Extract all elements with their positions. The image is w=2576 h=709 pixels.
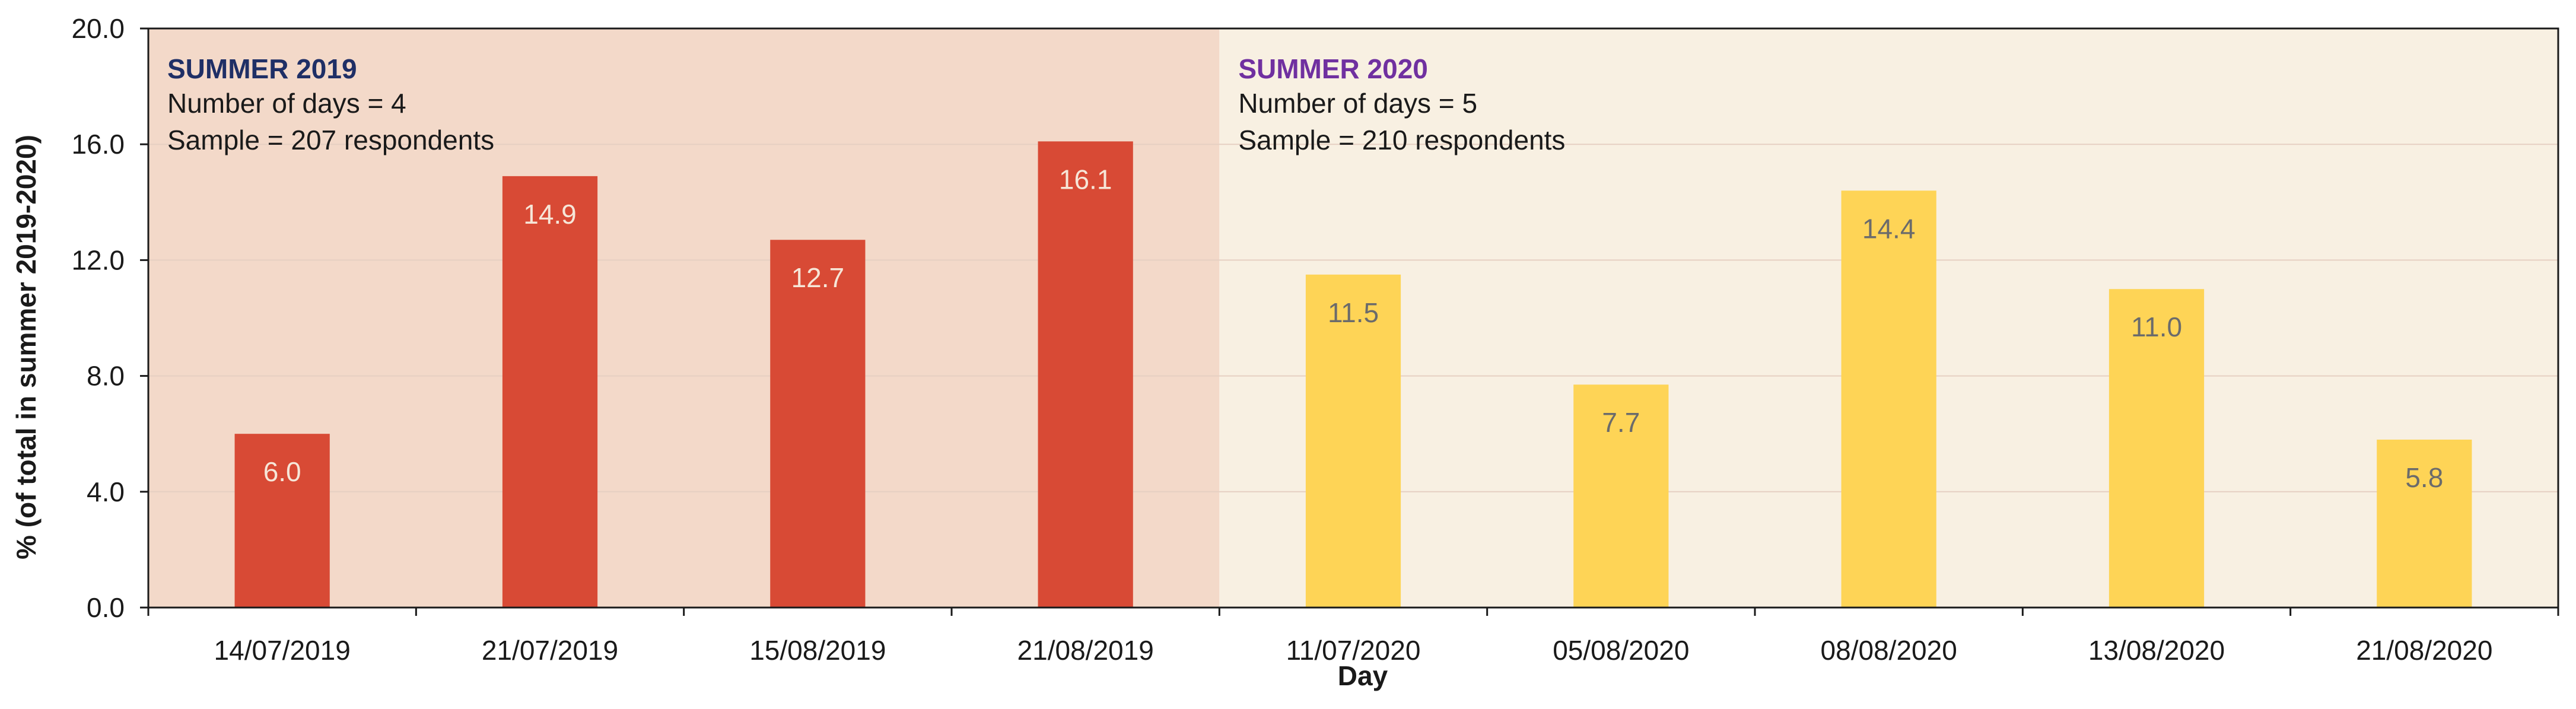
x-tick-label-5: 11/07/2020 <box>1286 635 1421 666</box>
bar-value-label-7: 14.4 <box>1862 213 1916 244</box>
bar-value-label-2: 14.9 <box>523 199 577 230</box>
x-tick-label-6: 05/08/2020 <box>1553 635 1689 666</box>
y-tick-label-4: 16.0 <box>71 129 125 160</box>
panel-info-2-1: Number of days = 5 <box>1238 88 1477 119</box>
x-tick-label-1: 14/07/2019 <box>214 635 351 666</box>
y-tick-label-0: 0.0 <box>87 592 125 623</box>
x-tick-label-8: 13/08/2020 <box>2088 635 2225 666</box>
x-tick-label-3: 15/08/2019 <box>749 635 886 666</box>
axes: 0.0 4.0 8.0 12.0 16.0 20.0 14/07/2019 21/07/201… <box>71 13 2559 666</box>
panel-title-2: SUMMER 2020 <box>1238 53 1428 84</box>
y-axis-title: % (of total in summer 2019-2020) <box>11 135 42 559</box>
bar-1 <box>234 434 330 608</box>
y-tick-label-2: 8.0 <box>87 361 125 392</box>
panel-annotations: SUMMER 2019 Number of days = 4 Sample = 20… <box>167 53 1565 155</box>
x-tick-label-4: 21/08/2019 <box>1017 635 1154 666</box>
x-tick-label-2: 21/07/2019 <box>482 635 618 666</box>
bar-7 <box>1841 190 1936 608</box>
panel-info-1-2: Sample = 207 respondents <box>167 125 494 155</box>
bar-value-label-9: 5.8 <box>2405 462 2443 493</box>
bar-value-label-5: 11.5 <box>1328 297 1379 328</box>
bar-value-label-3: 12.7 <box>791 262 845 293</box>
bar-9 <box>2377 439 2472 608</box>
plot-border <box>147 27 2559 609</box>
x-tick-label-7: 08/08/2020 <box>1821 635 1957 666</box>
bar-labels: 6.0 14.9 12.7 16.1 11.5 7.7 14.4 11.0 5.8 <box>263 164 2444 493</box>
bar-6 <box>1573 384 1669 608</box>
y-tick-label-5: 20.0 <box>71 13 125 44</box>
bar-3 <box>770 240 866 608</box>
panel-title-1: SUMMER 2019 <box>167 53 357 84</box>
x-axis-title: Day <box>1338 660 1388 691</box>
bar-value-label-6: 7.7 <box>1602 407 1640 438</box>
bar-value-label-1: 6.0 <box>263 456 301 487</box>
bar-value-label-4: 16.1 <box>1059 164 1112 195</box>
panel-info-1-1: Number of days = 4 <box>167 88 406 119</box>
bar-value-label-8: 11.0 <box>2131 311 2182 342</box>
bar-5 <box>1305 274 1401 608</box>
y-tick-label-1: 4.0 <box>87 476 125 507</box>
y-tick-label-3: 12.0 <box>71 244 125 275</box>
panel-info-2-2: Sample = 210 respondents <box>1238 125 1565 155</box>
bars <box>234 141 2472 608</box>
bar-4 <box>1038 141 1133 608</box>
bar-8 <box>2108 289 2205 608</box>
x-tick-label-9: 21/08/2020 <box>2356 635 2492 666</box>
bar-2 <box>502 176 598 608</box>
